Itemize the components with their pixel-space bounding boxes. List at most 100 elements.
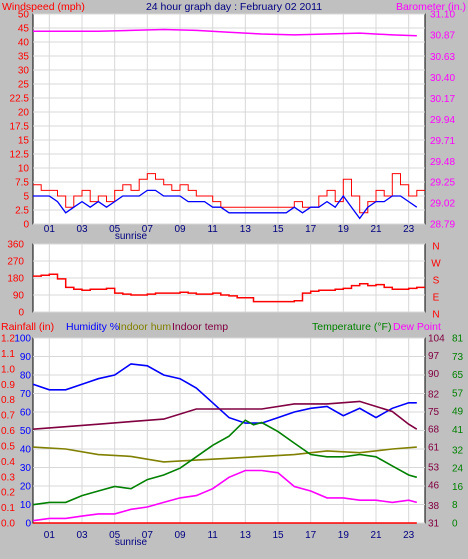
direction-degree-tick: 360 — [7, 240, 24, 251]
temperature-tick: 16 — [452, 482, 464, 493]
hour-tick: 03 — [76, 224, 88, 235]
humidity-axis-label: Humidity % — [66, 321, 119, 333]
hour-tick: 17 — [305, 530, 317, 541]
windspeed-tick: 5 — [23, 192, 29, 203]
hour-tick: 07 — [142, 530, 154, 541]
direction-degree-tick: 180 — [7, 274, 24, 285]
rainfall-tick: 0.1 — [1, 503, 15, 514]
hour-tick: 15 — [272, 224, 284, 235]
rainfall-tick: 0.9 — [1, 380, 15, 391]
barometer-tick: 30.40 — [430, 73, 455, 84]
windspeed-tick: 50 — [18, 10, 30, 21]
direction-compass-tick: N — [432, 242, 439, 253]
rainfall-tick: 0.5 — [1, 441, 15, 452]
indoor-temp-tick: 97 — [428, 351, 440, 362]
indoor-temp-tick: 61 — [428, 442, 440, 453]
hour-tick: 07 — [142, 224, 154, 235]
rainfall-tick: 1.1 — [1, 349, 15, 360]
direction-degree-ticks: 0 90 180 270 360 — [7, 240, 24, 319]
temperature-tick: 41 — [452, 425, 464, 436]
temperature-tick: 65 — [452, 370, 464, 381]
indoor-temp-label: Indoor temp — [172, 321, 228, 333]
windspeed-tick: 30 — [18, 66, 30, 77]
windspeed-tick: 12.5 — [10, 150, 30, 161]
humidity-tick: 80 — [20, 371, 32, 382]
direction-degree-tick: 270 — [7, 257, 24, 268]
windspeed-tick: 0 — [23, 220, 29, 231]
windspeed-tick: 22.5 — [10, 94, 30, 105]
indoor-temp-tick: 53 — [428, 463, 440, 474]
barometer-tick: 29.94 — [430, 115, 455, 126]
temperature-tick: 8 — [452, 500, 458, 511]
humidity-tick: 0 — [25, 519, 31, 530]
indoor-temp-line — [32, 400, 418, 430]
indoor-temp-tick: 90 — [428, 369, 440, 380]
direction-compass-tick: N — [432, 310, 439, 321]
hour-tick: 09 — [174, 530, 186, 541]
humidity-line — [32, 363, 417, 424]
indoor-temp-tick-labels: 31 38 46 53 61 68 75 82 90 97 104 — [428, 334, 445, 530]
rainfall-tick: 0.2 — [1, 488, 15, 499]
hour-tick: 13 — [240, 224, 252, 235]
rainfall-tick-labels: 0.0 0.1 0.2 0.3 0.4 0.5 0.6 0.7 0.8 0.9 1.0 1.1 1.2 — [1, 334, 15, 530]
humidity-tick: 50 — [20, 426, 32, 437]
windspeed-tick: 7.5 — [15, 178, 29, 189]
wind-baro-grid — [33, 13, 425, 225]
barometer-tick: 29.02 — [430, 199, 455, 210]
wind-x-tick-labels: 01 03 05 07 09 11 13 15 17 19 21 23 — [44, 224, 415, 235]
barometer-tick: 30.17 — [430, 94, 455, 105]
temperature-tick: 32 — [452, 445, 464, 456]
indoor-hum-label: Indoor hum — [118, 321, 171, 333]
humidity-tick: 70 — [20, 389, 32, 400]
humidity-tick: 100 — [14, 334, 31, 345]
wind-baro-plot-area — [32, 13, 426, 225]
wind-baro-series — [33, 28, 425, 220]
temp-x-tick-labels: 01 03 05 07 09 11 13 15 17 19 21 23 — [44, 530, 415, 541]
hour-tick: 03 — [76, 530, 88, 541]
windspeed-tick: 35 — [18, 52, 30, 63]
hour-tick: 19 — [338, 530, 350, 541]
hour-tick: 17 — [305, 224, 317, 235]
humidity-tick: 10 — [20, 500, 32, 511]
hour-tick: 01 — [44, 224, 56, 235]
barometer-tick: 29.48 — [430, 157, 455, 168]
indoor-temp-tick: 75 — [428, 407, 440, 418]
barometer-tick: 30.63 — [430, 52, 455, 63]
indoor-hum-line — [32, 446, 417, 463]
hour-tick: 15 — [272, 530, 284, 541]
humidity-tick: 20 — [20, 482, 32, 493]
temp-hum-series — [32, 363, 418, 524]
rainfall-tick: 0.4 — [1, 457, 15, 468]
hour-tick: 01 — [44, 530, 56, 541]
chart-title: 24 hour graph day : February 02 2011 — [146, 1, 322, 13]
indoor-temp-tick: 38 — [428, 501, 440, 512]
windspeed-axis-label: Windspeed (mph) — [2, 1, 85, 13]
windspeed-tick: 2.5 — [15, 206, 29, 217]
direction-compass-tick: W — [431, 259, 441, 270]
temperature-tick: 24 — [452, 464, 464, 475]
temperature-tick: 0 — [452, 519, 458, 530]
windspeed-tick: 20 — [18, 108, 30, 119]
barometer-line — [33, 28, 417, 37]
windspeed-tick: 15 — [18, 136, 30, 147]
temperature-tick-labels: 0 8 16 24 32 41 49 57 65 73 81 — [452, 334, 464, 530]
windspeed-tick: 45 — [18, 24, 30, 35]
hour-tick: 21 — [370, 224, 382, 235]
direction-compass-tick: E — [433, 293, 440, 304]
indoor-temp-tick: 68 — [428, 425, 440, 436]
rainfall-tick: 0.7 — [1, 411, 15, 422]
rainfall-tick: 0.6 — [1, 426, 15, 437]
rainfall-tick: 0.8 — [1, 395, 15, 406]
indoor-temp-tick: 31 — [428, 519, 440, 530]
hour-tick: 11 — [207, 224, 218, 235]
hour-tick: 05 — [109, 530, 121, 541]
temp-hum-panel: Rainfall (in) Humidity % Indoor hum Indo… — [1, 321, 464, 548]
dew-point-label: Dew Point — [393, 321, 441, 333]
wind-average-line — [33, 189, 418, 220]
rainfall-axis-label: Rainfall (in) — [1, 321, 54, 333]
temperature-tick: 49 — [452, 407, 464, 418]
rainfall-tick: 1.0 — [1, 364, 15, 375]
hour-tick: 09 — [174, 224, 186, 235]
